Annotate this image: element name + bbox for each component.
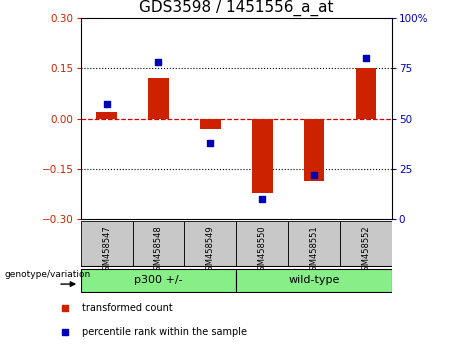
Bar	[184, 221, 236, 267]
Text: GSM458548: GSM458548	[154, 225, 163, 276]
Text: GSM458549: GSM458549	[206, 225, 215, 275]
Bar	[96, 112, 117, 119]
Text: transformed count: transformed count	[82, 303, 172, 313]
Text: GSM458552: GSM458552	[361, 225, 371, 275]
Point	[310, 172, 318, 178]
Point	[155, 59, 162, 65]
Text: GSM458550: GSM458550	[258, 225, 267, 275]
Point	[61, 305, 69, 311]
Text: p300 +/-: p300 +/-	[134, 275, 183, 285]
Bar	[355, 68, 376, 119]
Bar	[288, 221, 340, 267]
Title: GDS3598 / 1451556_a_at: GDS3598 / 1451556_a_at	[139, 0, 333, 16]
Point	[259, 196, 266, 202]
Text: GSM458551: GSM458551	[309, 225, 319, 275]
Bar	[148, 78, 169, 119]
Point	[103, 102, 110, 107]
Text: wild-type: wild-type	[289, 275, 340, 285]
Bar	[236, 269, 392, 292]
Bar	[81, 221, 133, 267]
Text: percentile rank within the sample: percentile rank within the sample	[82, 327, 247, 337]
Point	[207, 140, 214, 145]
Bar	[133, 221, 184, 267]
Bar	[236, 221, 288, 267]
Bar	[81, 269, 236, 292]
Bar	[200, 119, 221, 129]
Text: genotype/variation: genotype/variation	[4, 270, 90, 279]
Text: GSM458547: GSM458547	[102, 225, 111, 276]
Bar	[340, 221, 392, 267]
Bar	[252, 119, 272, 193]
Point	[61, 329, 69, 335]
Bar	[304, 119, 325, 181]
Point	[362, 55, 370, 61]
